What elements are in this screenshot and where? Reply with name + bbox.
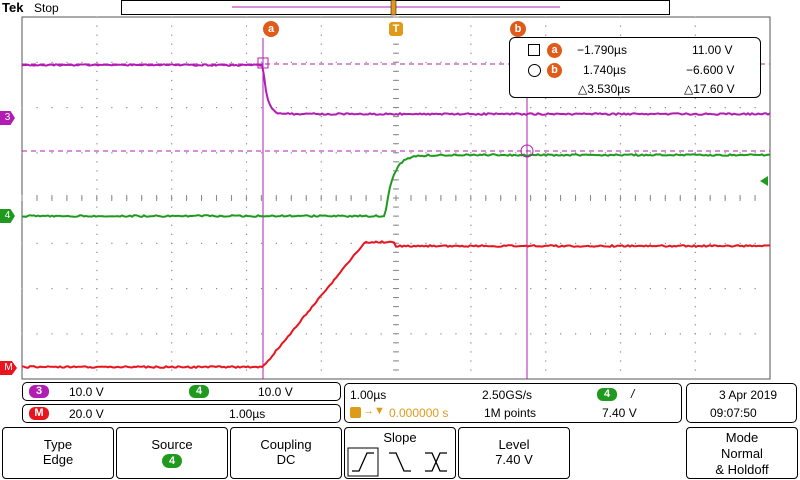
- cursor-delta-voltage: △17.60 V: [684, 82, 735, 96]
- source-button[interactable]: Source 4: [116, 427, 228, 479]
- ch3-scale: 10.0 V: [69, 385, 104, 399]
- mode-value: Normal: [687, 446, 797, 461]
- level-label: Level: [459, 437, 569, 452]
- math-trace: [22, 241, 770, 367]
- cursor-a-marker-icon[interactable]: a: [263, 21, 279, 37]
- record-trigger-indicator: [391, 0, 396, 15]
- cursor-a-time: −1.790µs: [577, 43, 627, 57]
- cursor-b-voltage: −6.600 V: [686, 63, 734, 77]
- cursor-delta-time: △3.530µs: [578, 82, 630, 96]
- trigger-level-arrow-icon: [760, 176, 768, 186]
- source-label: Source: [117, 437, 227, 452]
- time: 09:07:50: [710, 406, 757, 420]
- cursor-a-badge-icon: a: [547, 43, 562, 58]
- level-button[interactable]: Level 7.40 V: [458, 427, 570, 479]
- date: 3 Apr 2019: [719, 388, 777, 402]
- cursor-a-square-icon: [528, 44, 540, 56]
- cursor-a-voltage: 11.00 V: [692, 43, 732, 57]
- level-value: 7.40 V: [459, 452, 569, 467]
- mode-holdoff: & Holdoff: [687, 462, 797, 477]
- coupling-label: Coupling: [231, 437, 341, 452]
- math-badge: M: [29, 407, 49, 420]
- trigger-position-marker-icon[interactable]: T: [389, 22, 403, 36]
- ch4-badge: 4: [189, 385, 209, 398]
- sample-rate: 2.50GS/s: [482, 388, 532, 402]
- mode-label: Mode: [687, 430, 797, 445]
- coupling-button[interactable]: Coupling DC: [230, 427, 342, 479]
- type-value: Edge: [3, 452, 113, 467]
- trigger-source-badge: 4: [597, 388, 617, 401]
- cursor-b-time: 1.740µs: [583, 63, 626, 77]
- source-value-badge: 4: [162, 454, 182, 468]
- date-time-box: 3 Apr 2019 09:07:50: [686, 383, 797, 423]
- type-label: Type: [3, 437, 113, 452]
- slope-label: Slope: [345, 430, 455, 445]
- acquisition-status-box[interactable]: 1.00µs 2.50GS/s 4 / →▼ 0.000000 s 1M poi…: [344, 383, 682, 423]
- math-scale: 20.0 V: [69, 407, 104, 421]
- timebase: 1.00µs: [350, 388, 386, 402]
- coupling-value: DC: [231, 452, 341, 467]
- record-length: 1M points: [484, 406, 536, 420]
- either-edge-icon[interactable]: [425, 453, 447, 471]
- cursor-b-badge-icon: b: [547, 63, 562, 78]
- ch4-scale: 10.0 V: [258, 385, 293, 399]
- trigger-position: 0.000000 s: [389, 406, 448, 420]
- falling-edge-icon[interactable]: [389, 453, 411, 471]
- cursor-b-circle-icon: [528, 64, 541, 77]
- mode-button[interactable]: Mode Normal & Holdoff: [686, 427, 798, 479]
- math-timebase: 1.00µs: [229, 407, 265, 421]
- vertical-scale-box-math[interactable]: M 20.0 V 1.00µs: [22, 404, 341, 423]
- vertical-scale-box-ch3-ch4[interactable]: 3 10.0 V 4 10.0 V: [22, 382, 341, 401]
- type-button[interactable]: Type Edge: [2, 427, 114, 479]
- trigger-level: 7.40 V: [602, 406, 637, 420]
- cursor-b-marker-icon[interactable]: b: [510, 21, 526, 37]
- cursor-readout: a −1.790µs 11.00 V b 1.740µs −6.600 V △3…: [509, 37, 761, 98]
- ch3-badge: 3: [29, 385, 49, 398]
- trigger-position-icon: [350, 407, 361, 418]
- slope-button[interactable]: Slope: [344, 427, 456, 479]
- arrow-right-icon: →▼: [363, 405, 385, 417]
- trigger-slope-icon: /: [631, 387, 634, 401]
